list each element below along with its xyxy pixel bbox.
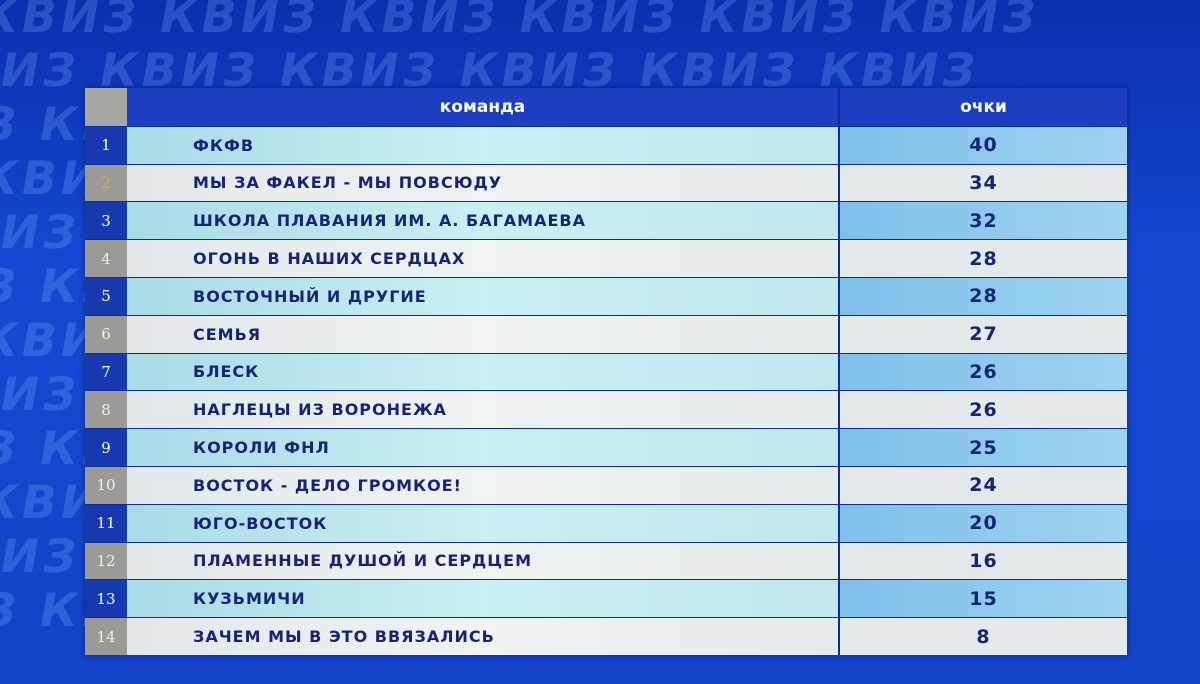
table-header: команда очки xyxy=(85,88,1127,126)
rank-cell: 9 xyxy=(85,429,127,466)
team-name: ОГОНЬ В НАШИХ СЕРДЦАХ xyxy=(127,240,838,277)
table-row: 3 ШКОЛА ПЛАВАНИЯ ИМ. А. БАГАМАЕВА 32 xyxy=(85,202,1127,240)
leaderboard-table: команда очки 1 ФКФВ 40 2 МЫ ЗА ФАКЕЛ - МЫ ПО… xyxy=(85,88,1127,655)
table-row: 4 ОГОНЬ В НАШИХ СЕРДЦАХ 28 xyxy=(85,240,1127,277)
table-row: 13 КУЗЬМИЧИ 15 xyxy=(85,580,1127,618)
rank-cell: 10 xyxy=(85,467,127,504)
rank-cell: 12 xyxy=(85,542,127,580)
table-row: 12 ПЛАМЕННЫЕ ДУШОЙ И СЕРДЦЕМ 16 xyxy=(85,542,1127,580)
rank-cell: 8 xyxy=(85,391,127,429)
points-cell: 16 xyxy=(840,542,1127,580)
points-cell: 40 xyxy=(840,126,1127,164)
team-name: БЛЕСК xyxy=(127,353,838,391)
points-cell: 28 xyxy=(840,240,1127,277)
team-name: МЫ ЗА ФАКЕЛ - МЫ ПОВСЮДУ xyxy=(127,164,838,202)
header-team: команда xyxy=(127,88,838,126)
points-cell: 26 xyxy=(840,391,1127,429)
team-name: ШКОЛА ПЛАВАНИЯ ИМ. А. БАГАМАЕВА xyxy=(127,202,838,240)
points-cell: 24 xyxy=(840,467,1127,504)
table-row: 8 НАГЛЕЦЫ ИЗ ВОРОНЕЖА 26 xyxy=(85,391,1127,429)
team-name: ВОСТОЧНЫЙ И ДРУГИЕ xyxy=(127,278,838,315)
table-row: 5 ВОСТОЧНЫЙ И ДРУГИЕ 28 xyxy=(85,278,1127,315)
points-cell: 32 xyxy=(840,202,1127,240)
team-name: НАГЛЕЦЫ ИЗ ВОРОНЕЖА xyxy=(127,391,838,429)
watermark-text: КВИЗ КВИЗ КВИЗ КВИЗ КВИЗ КВИЗ xyxy=(0,0,1044,43)
points-cell: 26 xyxy=(840,353,1127,391)
rank-cell: 1 xyxy=(85,126,127,164)
table-row: 9 КОРОЛИ ФНЛ 25 xyxy=(85,429,1127,466)
team-name: ЗАЧЕМ МЫ В ЭТО ВВЯЗАЛИСЬ xyxy=(127,618,838,655)
table-row: 10 ВОСТОК - ДЕЛО ГРОМКОЕ! 24 xyxy=(85,467,1127,504)
points-cell: 28 xyxy=(840,278,1127,315)
points-cell: 34 xyxy=(840,164,1127,202)
points-cell: 25 xyxy=(840,429,1127,466)
header-rank-cell xyxy=(85,88,127,126)
points-cell: 27 xyxy=(840,315,1127,353)
points-cell: 15 xyxy=(840,580,1127,618)
rank-cell: 11 xyxy=(85,504,127,542)
rank-cell: 14 xyxy=(85,618,127,655)
table-row: 7 БЛЕСК 26 xyxy=(85,353,1127,391)
team-name: ПЛАМЕННЫЕ ДУШОЙ И СЕРДЦЕМ xyxy=(127,542,838,580)
team-name: ЮГО-ВОСТОК xyxy=(127,504,838,542)
table-row: 2 МЫ ЗА ФАКЕЛ - МЫ ПОВСЮДУ 34 xyxy=(85,164,1127,202)
team-name: КУЗЬМИЧИ xyxy=(127,580,838,618)
points-cell: 8 xyxy=(840,618,1127,655)
table-row: 6 СЕМЬЯ 27 xyxy=(85,315,1127,353)
table-row: 1 ФКФВ 40 xyxy=(85,126,1127,164)
rank-cell: 4 xyxy=(85,240,127,277)
rank-cell: 5 xyxy=(85,278,127,315)
rank-cell: 3 xyxy=(85,202,127,240)
rank-cell: 7 xyxy=(85,353,127,391)
table-row: 14 ЗАЧЕМ МЫ В ЭТО ВВЯЗАЛИСЬ 8 xyxy=(85,618,1127,655)
team-name: ФКФВ xyxy=(127,126,838,164)
rank-cell: 6 xyxy=(85,315,127,353)
points-cell: 20 xyxy=(840,504,1127,542)
header-points: очки xyxy=(840,88,1127,126)
team-name: СЕМЬЯ xyxy=(127,315,838,353)
team-name: КОРОЛИ ФНЛ xyxy=(127,429,838,466)
rank-cell: 2 xyxy=(85,164,127,202)
team-name: ВОСТОК - ДЕЛО ГРОМКОЕ! xyxy=(127,467,838,504)
rank-cell: 13 xyxy=(85,580,127,618)
table-row: 11 ЮГО-ВОСТОК 20 xyxy=(85,504,1127,542)
